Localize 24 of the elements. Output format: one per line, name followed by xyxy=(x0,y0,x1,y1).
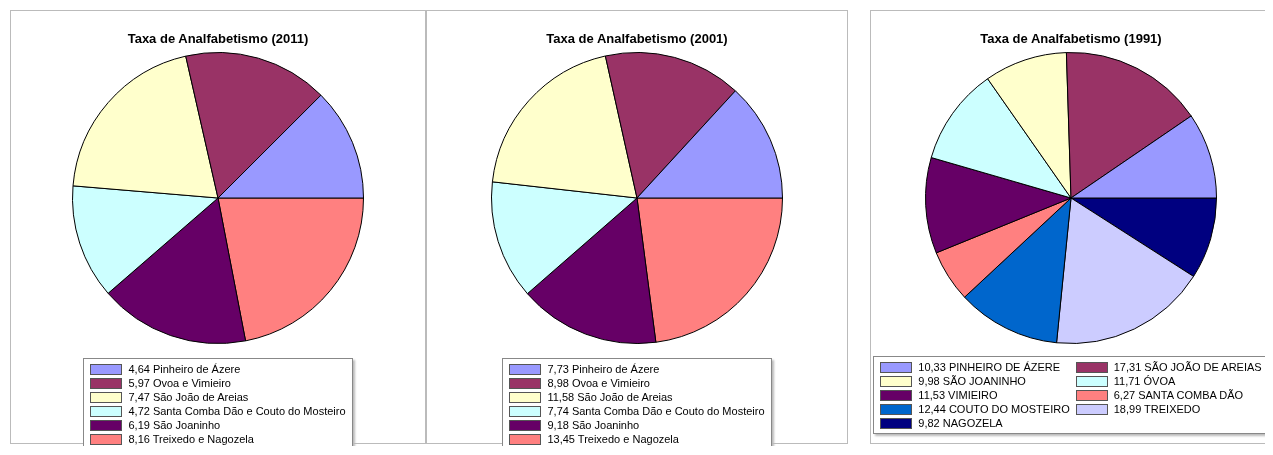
legend-label: 6,27 SANTA COMBA DÃO xyxy=(1113,388,1244,402)
legend-label: 7,73 Pinheiro de Ázere xyxy=(547,362,660,376)
legend-label: 11,53 VIMIEIRO xyxy=(918,388,998,402)
legend-label: 4,64 Pinheiro de Ázere xyxy=(128,362,241,376)
legend-label: 4,72 Santa Comba Dão e Couto do Mosteiro xyxy=(128,404,346,418)
legend-label: 8,16 Treixedo e Nagozela xyxy=(128,432,254,446)
legend-label: 18,99 TREIXEDO xyxy=(1113,402,1201,416)
chart-title: Taxa de Analfabetismo (1991) xyxy=(979,31,1163,46)
legend-label: 7,74 Santa Comba Dão e Couto do Mosteiro xyxy=(547,404,765,418)
legend-label: 9,82 NAGOZELA xyxy=(918,416,1003,430)
legend-label: 9,98 SÃO JOANINHO xyxy=(918,374,1026,388)
legend-label: 6,19 São Joaninho xyxy=(128,418,221,432)
legend-label: 12,44 COUTO DO MOSTEIRO xyxy=(918,402,1070,416)
chart-title: Taxa de Analfabetismo (2011) xyxy=(126,31,310,46)
legend-label: 7,47 São João de Areias xyxy=(128,390,249,404)
legend-label: 17,31 SÃO JOÃO DE AREIAS xyxy=(1113,360,1262,374)
legend-label: 11,58 São João de Areias xyxy=(547,390,673,404)
legend-label: 8,98 Ovoa e Vimieiro xyxy=(547,376,650,390)
legend-label: 10,33 PINHEIRO DE ÁZERE xyxy=(918,360,1061,374)
legend-label: 9,18 São Joaninho xyxy=(547,418,640,432)
legend-label: 13,45 Treixedo e Nagozela xyxy=(547,432,679,446)
legend-label: 11,71 ÓVOA xyxy=(1113,374,1176,388)
legend-label: 5,97 Ovoa e Vimieiro xyxy=(128,376,231,390)
chart-title: Taxa de Analfabetismo (2001) xyxy=(545,31,729,46)
